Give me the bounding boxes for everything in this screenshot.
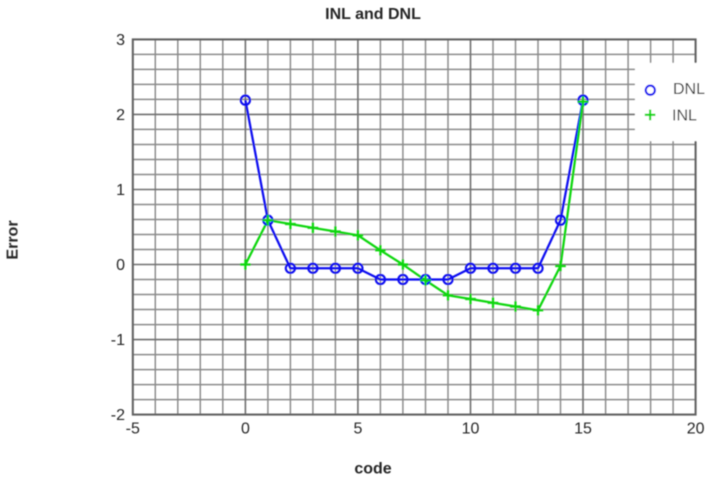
svg-text:20: 20 — [687, 421, 705, 438]
svg-text:DNL: DNL — [673, 81, 705, 98]
svg-text:1: 1 — [116, 182, 125, 199]
svg-text:code: code — [354, 460, 391, 477]
svg-text:-5: -5 — [126, 421, 140, 438]
svg-text:3: 3 — [116, 32, 125, 49]
svg-text:-1: -1 — [111, 332, 125, 349]
svg-text:-2: -2 — [111, 407, 125, 424]
svg-text:5: 5 — [353, 421, 362, 438]
svg-text:0: 0 — [241, 421, 250, 438]
svg-text:INL and DNL: INL and DNL — [325, 6, 421, 23]
svg-text:15: 15 — [574, 421, 592, 438]
svg-text:INL: INL — [672, 107, 697, 124]
svg-text:0: 0 — [116, 257, 125, 274]
svg-text:Error: Error — [5, 220, 22, 259]
svg-text:10: 10 — [462, 421, 480, 438]
svg-text:2: 2 — [116, 107, 125, 124]
